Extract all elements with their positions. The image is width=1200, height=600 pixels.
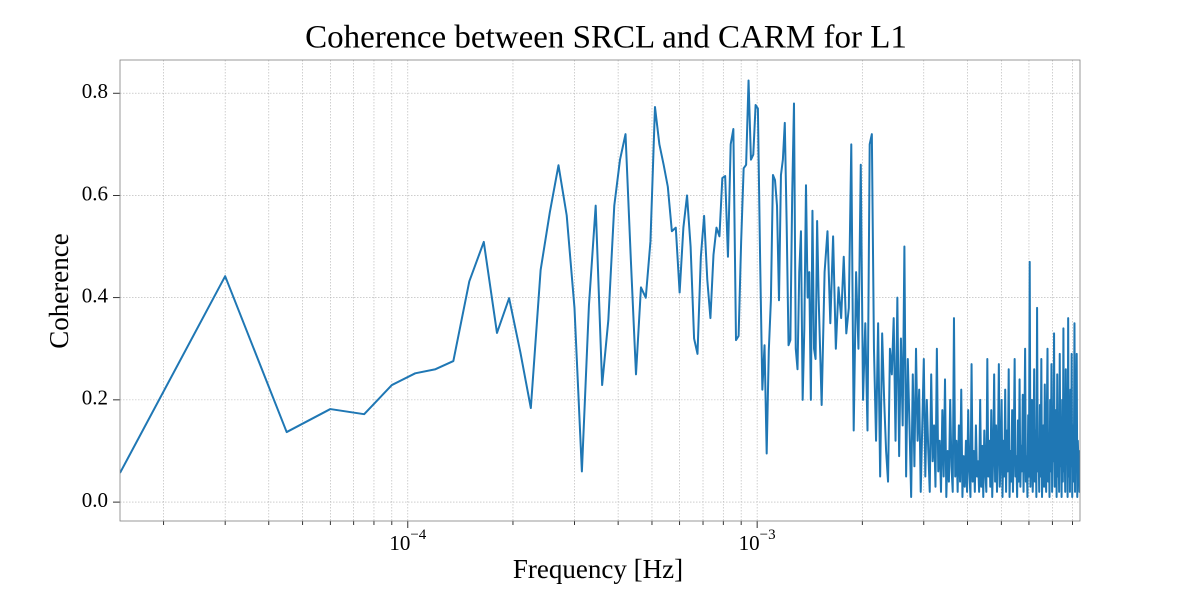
tick-base: 10 — [739, 531, 760, 555]
tick-exponent: −3 — [760, 527, 776, 543]
plot-frame — [119, 59, 1081, 522]
y-tick-label: 0.8 — [82, 79, 108, 103]
y-tick-label: 0.6 — [82, 181, 108, 205]
x-axis-label: Frequency [Hz] — [513, 554, 683, 584]
y-axis-label: Coherence — [44, 233, 74, 348]
y-tick-label: 0.0 — [82, 488, 108, 512]
x-tick-label: 10−4 — [389, 527, 426, 554]
chart-title: Coherence between SRCL and CARM for L1 — [305, 20, 907, 56]
y-tick-label: 0.2 — [82, 386, 108, 410]
tick-base: 10 — [389, 531, 410, 555]
x-tick-label: 10−3 — [739, 527, 776, 554]
tick-exponent: −4 — [410, 527, 426, 543]
y-tick-label: 0.4 — [82, 283, 109, 307]
data-line — [120, 79, 1080, 498]
